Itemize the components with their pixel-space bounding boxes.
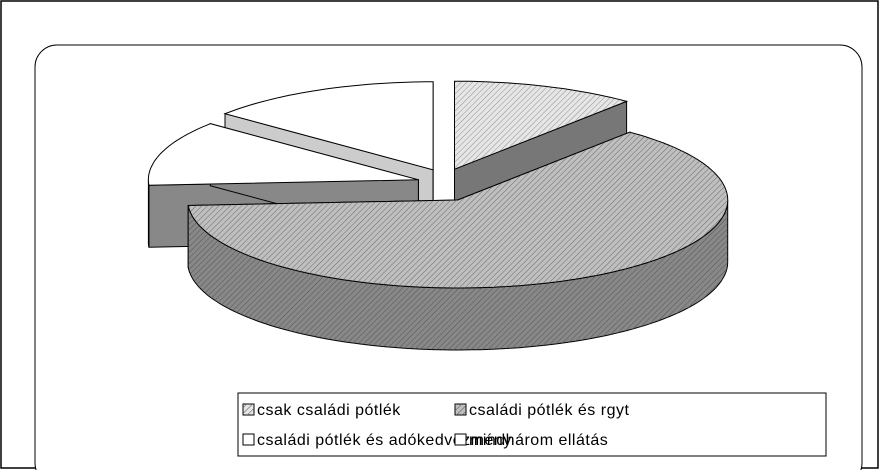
slice-texture xyxy=(454,81,627,170)
legend-swatch xyxy=(242,433,255,446)
legend-label: csak családi pótlék xyxy=(257,402,401,419)
pie xyxy=(147,80,729,351)
legend-swatch-texture xyxy=(455,404,466,415)
slice xyxy=(147,123,419,186)
legend-entries: csak családi pótlék családi pótlék és rgy… xyxy=(242,402,629,449)
slice xyxy=(223,81,434,171)
legend-swatch xyxy=(454,433,467,446)
legend-swatch-texture xyxy=(243,404,254,415)
slice-texture xyxy=(188,132,728,288)
legend-label: mindhárom ellátás xyxy=(469,432,608,449)
legend-label: családi pótlék és rgyt xyxy=(469,402,629,419)
slice-side-texture xyxy=(188,200,728,350)
legend-label: családi pótlék és adókedvezmény xyxy=(257,432,512,449)
legend xyxy=(237,392,827,457)
slice-side xyxy=(147,179,150,248)
